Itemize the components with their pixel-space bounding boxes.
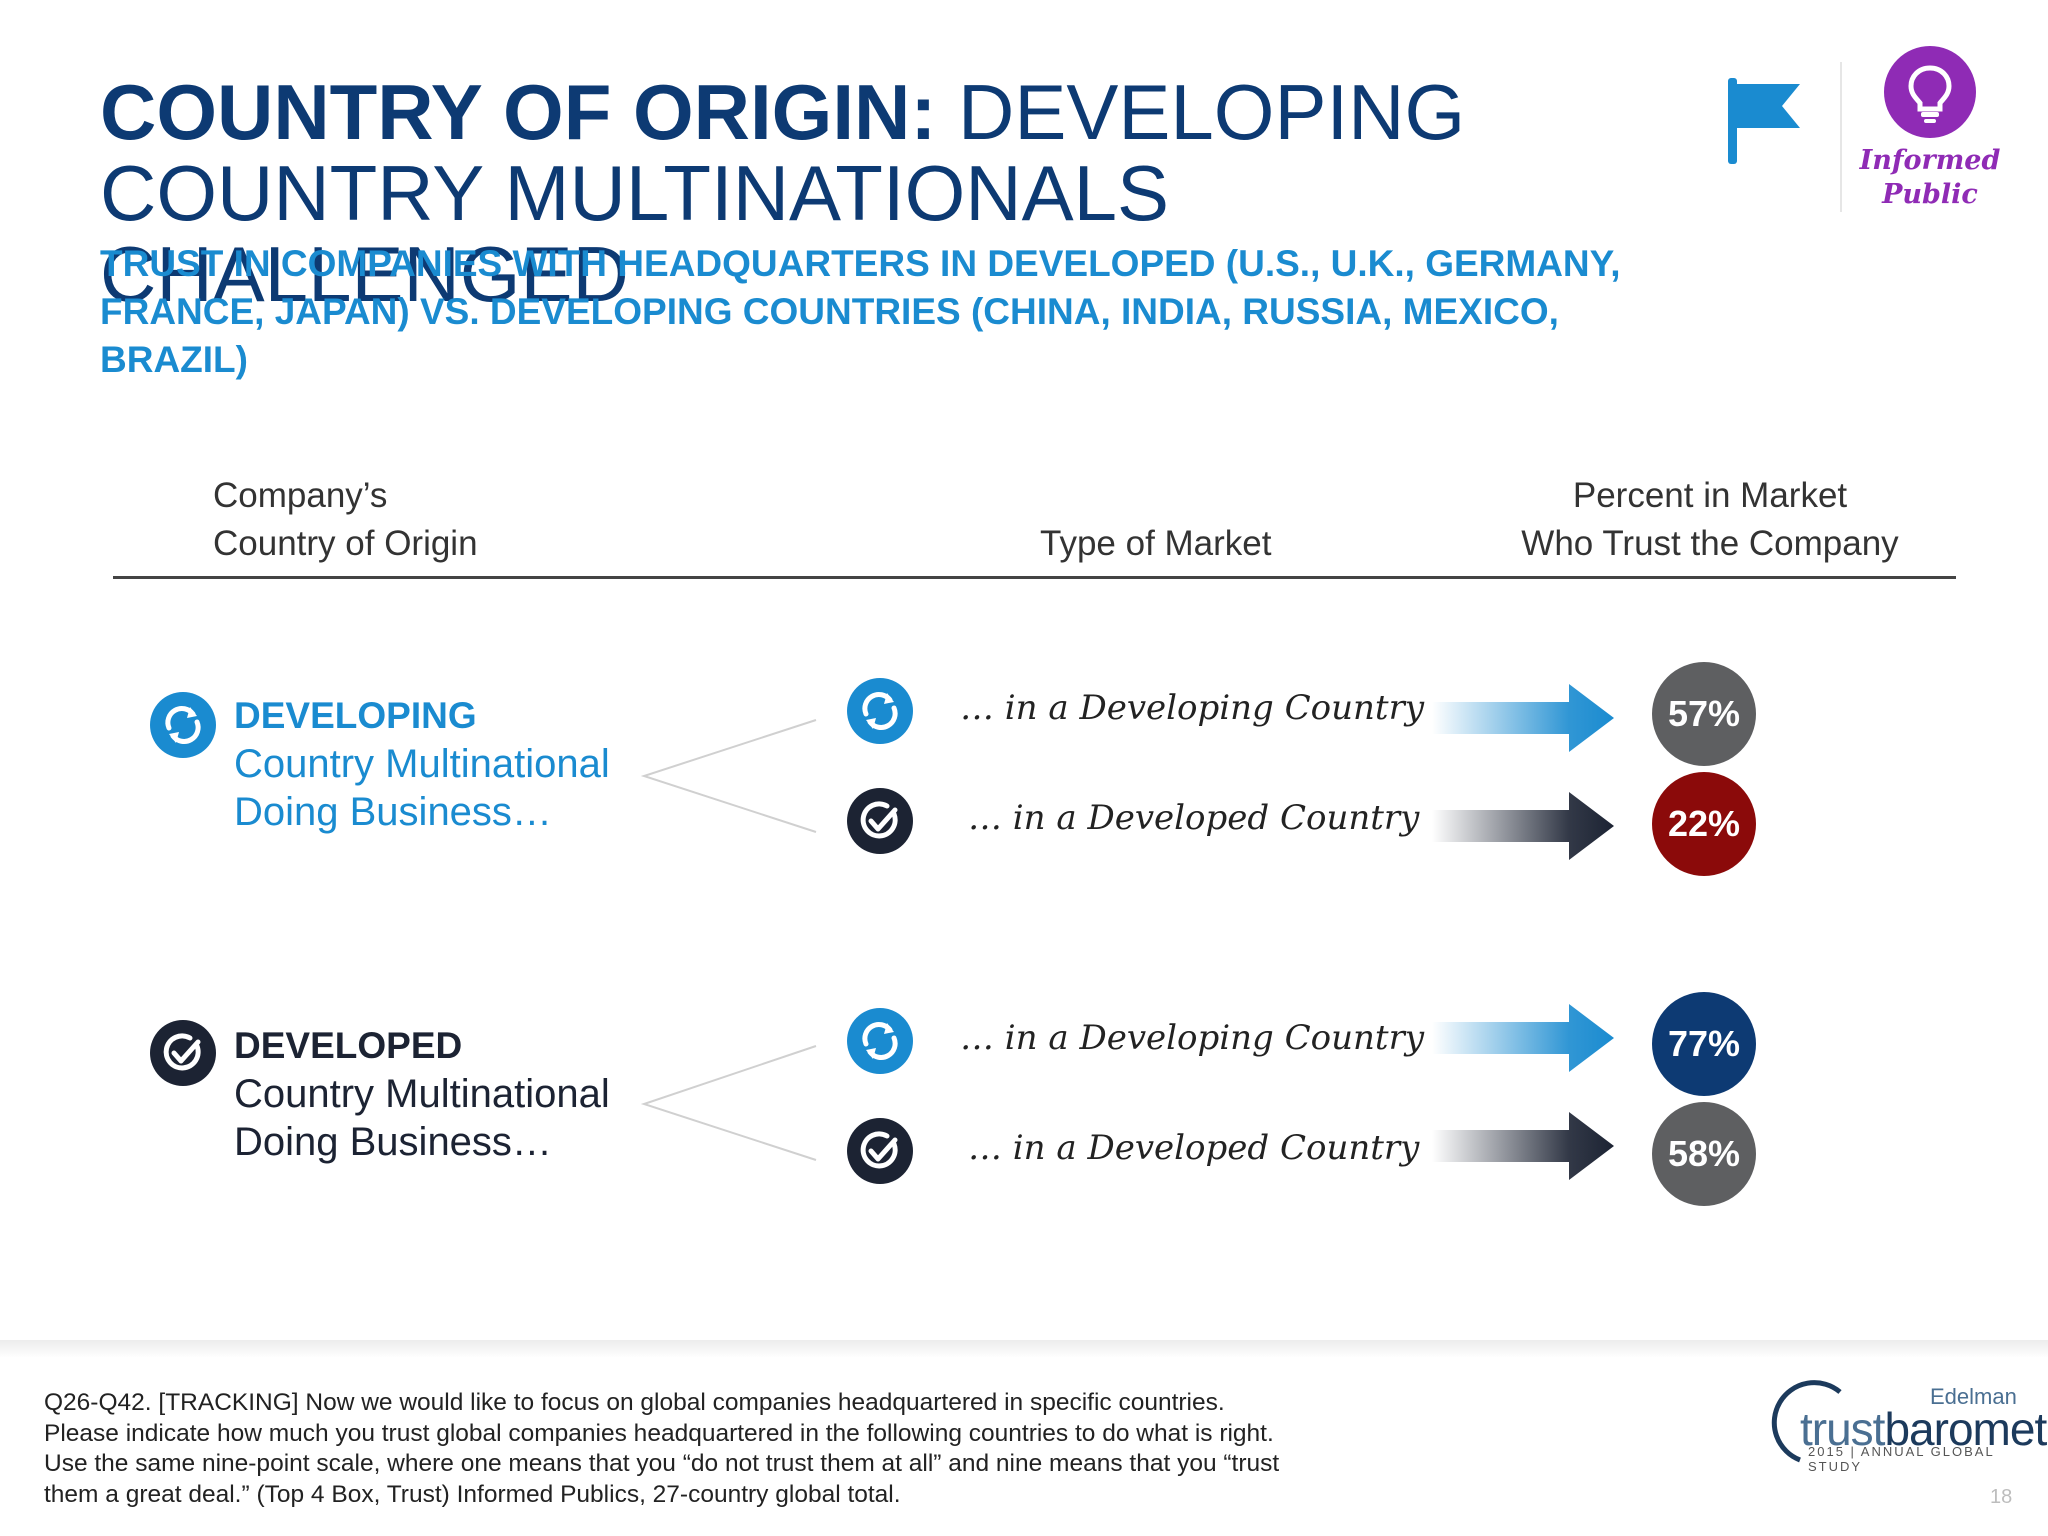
logo-word-bold: barometer <box>1884 1403 2048 1455</box>
logo-study-line: 2015 | ANNUAL GLOBAL STUDY <box>1808 1444 1995 1474</box>
market-row-label: … in a Developed Country <box>968 798 1420 838</box>
footnote-line3: Use the same nine-point scale, where one… <box>44 1450 1280 1477</box>
informed-public-label: Informed Public <box>1842 144 2018 212</box>
title-bold: COUNTRY OF ORIGIN: <box>100 68 937 156</box>
trustbarometer-logo: trustbarometer <box>1800 1402 2048 1456</box>
market-row-label: … in a Developed Country <box>968 1128 1420 1168</box>
origin-developed-line2: Country Multinational <box>234 1072 610 1116</box>
title-line2: COUNTRY MULTINATIONALS CHALLENGED <box>100 149 1170 318</box>
badge-line1: Informed <box>1859 145 2001 176</box>
header-country-of-origin: Company’s Country of Origin <box>213 472 478 568</box>
refresh-icon <box>847 678 913 744</box>
origin-developed-keyword: DEVELOPED <box>234 1025 463 1066</box>
check-icon <box>847 788 913 854</box>
market-row-label: … in a Developing Country <box>960 688 1425 728</box>
refresh-icon <box>847 1008 913 1074</box>
header-type-of-market: Type of Market <box>1040 524 1272 563</box>
check-icon <box>847 1118 913 1184</box>
flag-icon <box>1726 76 1806 166</box>
market-row-label: … in a Developing Country <box>960 1018 1425 1058</box>
lightbulb-icon <box>1884 46 1976 138</box>
arrow-icon <box>1432 1002 1617 1074</box>
subtitle-line1: TRUST IN COMPANIES WITH HEADQUARTERS IN … <box>100 243 1621 284</box>
footnote-line4: them a great deal.” (Top 4 Box, Trust) I… <box>44 1480 901 1508</box>
trustbarometer-arc-icon <box>1771 1380 1842 1463</box>
arrow-icon <box>1432 1110 1617 1182</box>
percent-circle: 22% <box>1652 772 1756 876</box>
header-origin-line1: Company’s <box>213 476 388 515</box>
origin-developed: DEVELOPED Country Multinational Doing Bu… <box>234 1022 610 1166</box>
percent-circle: 58% <box>1652 1102 1756 1206</box>
origin-developing: DEVELOPING Country Multinational Doing B… <box>234 692 610 836</box>
arrow-icon <box>1432 682 1617 754</box>
percent-circle: 77% <box>1652 992 1756 1096</box>
badge-line2: Public <box>1882 179 1978 210</box>
subtitle-line2: FRANCE, JAPAN) VS. DEVELOPING COUNTRIES … <box>100 291 1559 380</box>
footnote: Q26-Q42. [TRACKING] Now we would like to… <box>44 1388 1364 1510</box>
page-subtitle: TRUST IN COMPANIES WITH HEADQUARTERS IN … <box>100 240 1660 384</box>
header-percent-line1: Percent in Market <box>1572 476 1848 515</box>
header-divider <box>1840 62 1842 212</box>
page-number: 18 <box>1990 1486 2013 1508</box>
header-rule <box>113 576 1956 579</box>
origin-developing-keyword: DEVELOPING <box>234 695 477 736</box>
page-title: COUNTRY OF ORIGIN: DEVELOPING COUNTRY MU… <box>100 72 1700 315</box>
title-line1-rest: DEVELOPING <box>958 68 1466 156</box>
header-origin-line2: Country of Origin <box>213 524 478 563</box>
percent-circle: 57% <box>1652 662 1756 766</box>
check-icon <box>150 1020 216 1086</box>
arrow-icon <box>1432 790 1617 862</box>
origin-developed-line3: Doing Business… <box>234 1120 552 1164</box>
footnote-line1: Q26-Q42. [TRACKING] Now we would like to… <box>44 1389 1225 1416</box>
origin-developing-line2: Country Multinational <box>234 742 610 786</box>
header-percent-trust: Percent in Market Who Trust the Company <box>1490 472 1930 568</box>
footnote-line2: Please indicate how much you trust globa… <box>44 1419 1274 1447</box>
origin-developing-line3: Doing Business… <box>234 790 552 834</box>
footer-shadow <box>0 1340 2048 1358</box>
logo-word-light: trust <box>1800 1403 1885 1455</box>
logo-company: Edelman <box>1930 1384 2017 1409</box>
refresh-icon <box>150 692 216 758</box>
header-percent-line2: Who Trust the Company <box>1521 524 1899 563</box>
